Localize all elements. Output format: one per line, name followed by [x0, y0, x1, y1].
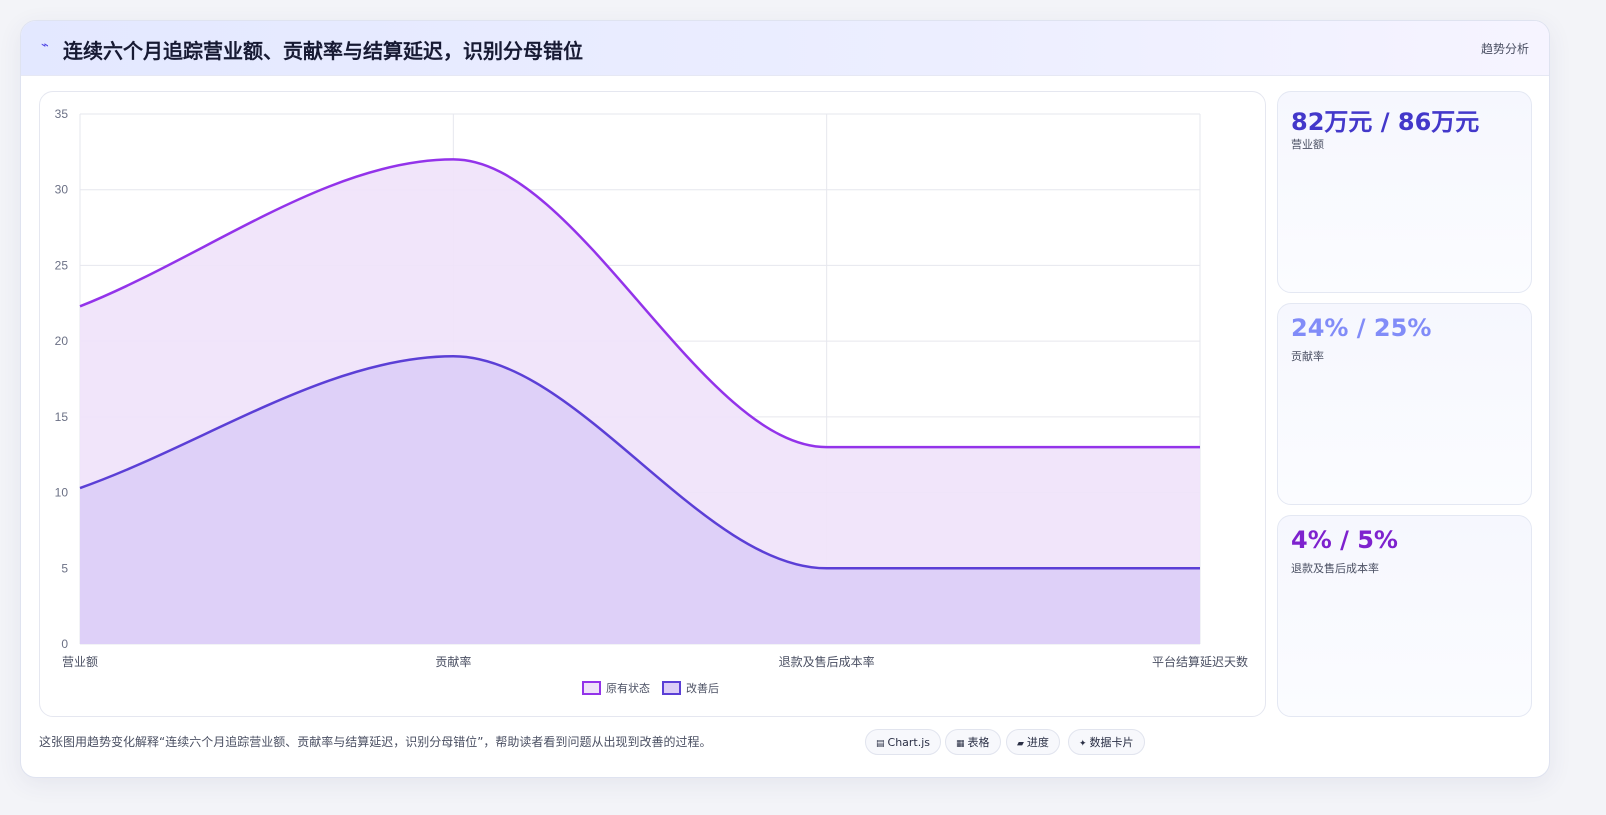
chip-table[interactable]: ▦ 表格	[945, 729, 1001, 755]
header-tag: 趋势分析	[1480, 42, 1529, 56]
series-line-1	[79, 355, 1200, 570]
progress-icon: ▰	[1017, 739, 1024, 749]
stat-card-refund: 4% / 5% 退款及售后成本率	[1277, 515, 1532, 717]
x-tick-label: 平台结算延迟天数	[1152, 654, 1248, 669]
legend-label: 改善后	[686, 681, 719, 695]
x-tick-label: 退款及售后成本率	[779, 654, 875, 669]
y-tick-label: 35	[55, 107, 69, 121]
stat-label: 贡献率	[1291, 350, 1324, 363]
stat-label: 营业额	[1291, 138, 1324, 151]
chart-caption: 这张图用趋势变化解释“连续六个月追踪营业额、贡献率与结算延迟，识别分母错位”，帮…	[39, 735, 712, 749]
page-title: 连续六个月追踪营业额、贡献率与结算延迟，识别分母错位	[63, 39, 583, 63]
y-tick-label: 25	[55, 258, 69, 272]
chart-icon: ▤	[876, 739, 885, 749]
y-tick-label: 15	[55, 410, 69, 424]
table-icon: ▦	[956, 739, 965, 749]
chip-data-card[interactable]: ✦ 数据卡片	[1068, 729, 1145, 755]
y-tick-label: 0	[61, 637, 68, 651]
legend-swatch	[662, 681, 681, 695]
card-header: ⌁ 连续六个月追踪营业额、贡献率与结算延迟，识别分母错位 趋势分析	[21, 21, 1549, 76]
stat-value: 4% / 5%	[1291, 526, 1398, 554]
x-tick-label: 贡献率	[435, 654, 471, 669]
stat-card-revenue: 82万元 / 86万元 营业额	[1277, 91, 1532, 293]
legend-swatch	[582, 681, 601, 695]
series-line-0	[79, 158, 1200, 449]
y-tick-label: 10	[55, 486, 69, 500]
trend-icon: ⌁	[41, 38, 49, 53]
stat-value: 24% / 25%	[1291, 314, 1432, 342]
stat-value: 82万元 / 86万元	[1291, 108, 1480, 136]
chart-panel: 0 5 10 15 20 25 30 35 营业额 贡献率 退款及售后成本率 平台结算延迟天数原有状态…	[39, 91, 1266, 717]
x-tick-label: 营业额	[62, 655, 98, 669]
area-chart: 0 5 10 15 20 25 30 35 营业额 贡献率 退款及售后成本率 平台结算延迟天数原有状态…	[55, 107, 1248, 695]
chip-chartjs[interactable]: ▤ Chart.js	[865, 729, 942, 755]
stat-card-contribution: 24% / 25% 贡献率	[1277, 303, 1532, 505]
stat-label: 退款及售后成本率	[1291, 562, 1379, 575]
legend-label: 原有状态	[606, 681, 650, 695]
dashboard-card: ⌁ 连续六个月追踪营业额、贡献率与结算延迟，识别分母错位 趋势分析 0 5 10 15…	[20, 20, 1550, 778]
card-icon: ✦	[1079, 739, 1087, 749]
y-tick-label: 5	[61, 561, 68, 575]
series-area-1	[80, 356, 1200, 644]
y-tick-label: 30	[55, 183, 69, 197]
chip-progress[interactable]: ▰ 进度	[1006, 729, 1060, 755]
y-tick-label: 20	[55, 334, 69, 348]
